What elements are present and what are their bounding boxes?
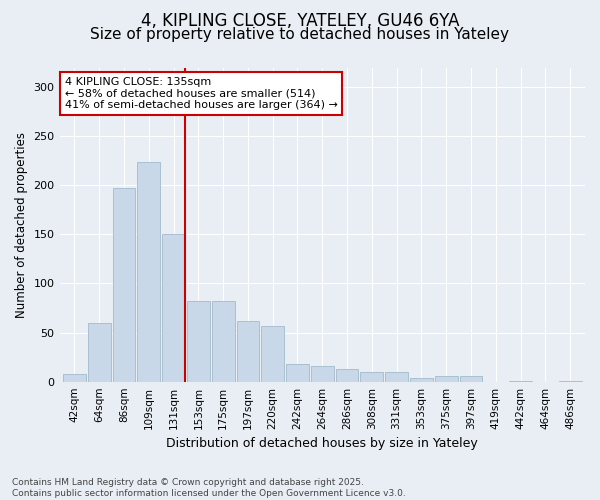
Bar [113, 188, 136, 382]
Bar [385, 372, 408, 382]
Bar [509, 380, 532, 382]
Bar [361, 372, 383, 382]
Bar [212, 301, 235, 382]
Bar [460, 376, 482, 382]
Bar [435, 376, 458, 382]
Bar [162, 234, 185, 382]
Bar [559, 380, 581, 382]
Bar [137, 162, 160, 382]
Text: Size of property relative to detached houses in Yateley: Size of property relative to detached ho… [91, 28, 509, 42]
Bar [236, 321, 259, 382]
Y-axis label: Number of detached properties: Number of detached properties [15, 132, 28, 318]
Text: Contains HM Land Registry data © Crown copyright and database right 2025.
Contai: Contains HM Land Registry data © Crown c… [12, 478, 406, 498]
Bar [286, 364, 309, 382]
Bar [335, 369, 358, 382]
Bar [88, 323, 110, 382]
Text: 4, KIPLING CLOSE, YATELEY, GU46 6YA: 4, KIPLING CLOSE, YATELEY, GU46 6YA [141, 12, 459, 30]
Bar [187, 301, 210, 382]
Text: 4 KIPLING CLOSE: 135sqm
← 58% of detached houses are smaller (514)
41% of semi-d: 4 KIPLING CLOSE: 135sqm ← 58% of detache… [65, 77, 338, 110]
Bar [410, 378, 433, 382]
Bar [63, 374, 86, 382]
X-axis label: Distribution of detached houses by size in Yateley: Distribution of detached houses by size … [166, 437, 478, 450]
Bar [261, 326, 284, 382]
Bar [311, 366, 334, 382]
